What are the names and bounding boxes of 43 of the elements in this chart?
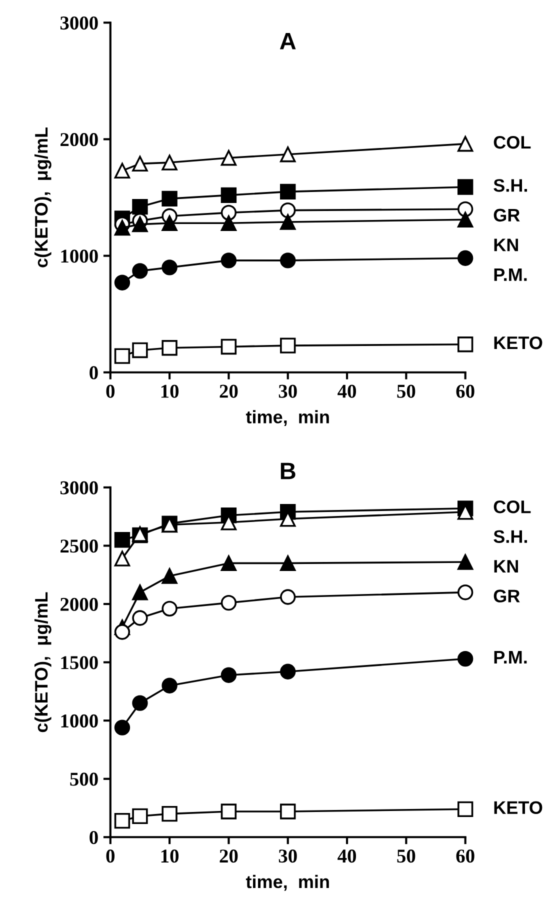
series-label: S.H. xyxy=(494,179,527,192)
y-tick-label: 2000 xyxy=(60,598,98,611)
x-tick-label: 60 xyxy=(456,850,474,863)
x-tick-label: 10 xyxy=(161,850,179,863)
series-label: KN xyxy=(494,560,518,573)
x-tick-label: 50 xyxy=(397,850,416,863)
x-tick-label: 40 xyxy=(338,384,356,398)
y-tick-label: 1500 xyxy=(61,656,98,670)
y-tick-label: 1000 xyxy=(61,714,98,728)
x-tick-label: 0 xyxy=(106,384,115,398)
y-tick-label: 3000 xyxy=(60,16,98,30)
x-tick-label: 20 xyxy=(220,850,238,863)
x-tick-label: 50 xyxy=(397,384,416,398)
series-label: S.H. xyxy=(494,530,527,543)
y-axis-title: c(KETO), μg/mL xyxy=(34,592,52,732)
x-tick-label: 40 xyxy=(338,850,356,863)
chart-title: A xyxy=(280,33,296,50)
y-tick-label: 500 xyxy=(70,772,98,786)
series-label: COL xyxy=(494,500,531,514)
y-tick-label: 2000 xyxy=(60,133,98,146)
y-tick-label: 3000 xyxy=(60,481,98,494)
x-tick-label: 60 xyxy=(456,384,474,398)
series-label: COL xyxy=(494,136,531,149)
chart-title: B xyxy=(280,462,296,480)
series-label: KETO xyxy=(494,336,542,350)
x-tick-label: 20 xyxy=(220,384,238,398)
series-label: GR xyxy=(494,208,520,222)
series-label: P.M. xyxy=(494,651,527,664)
x-axis-title: time, min xyxy=(246,410,329,426)
series-label: KN xyxy=(494,238,518,252)
x-tick-label: 0 xyxy=(106,850,115,863)
x-tick-label: 30 xyxy=(278,384,297,398)
x-tick-label: 30 xyxy=(278,850,297,863)
x-tick-label: 10 xyxy=(161,384,179,398)
x-axis-title: time, min xyxy=(246,874,329,891)
y-tick-label: 0 xyxy=(90,830,98,844)
series-label: GR xyxy=(494,590,520,602)
y-tick-label: 1000 xyxy=(61,250,98,263)
y-axis-title: c(KETO), μg/mL xyxy=(34,127,52,268)
series-label: KETO xyxy=(494,801,542,814)
y-tick-label: 2500 xyxy=(60,540,98,553)
series-label: P.M. xyxy=(494,268,527,281)
y-tick-label: 0 xyxy=(90,366,98,380)
